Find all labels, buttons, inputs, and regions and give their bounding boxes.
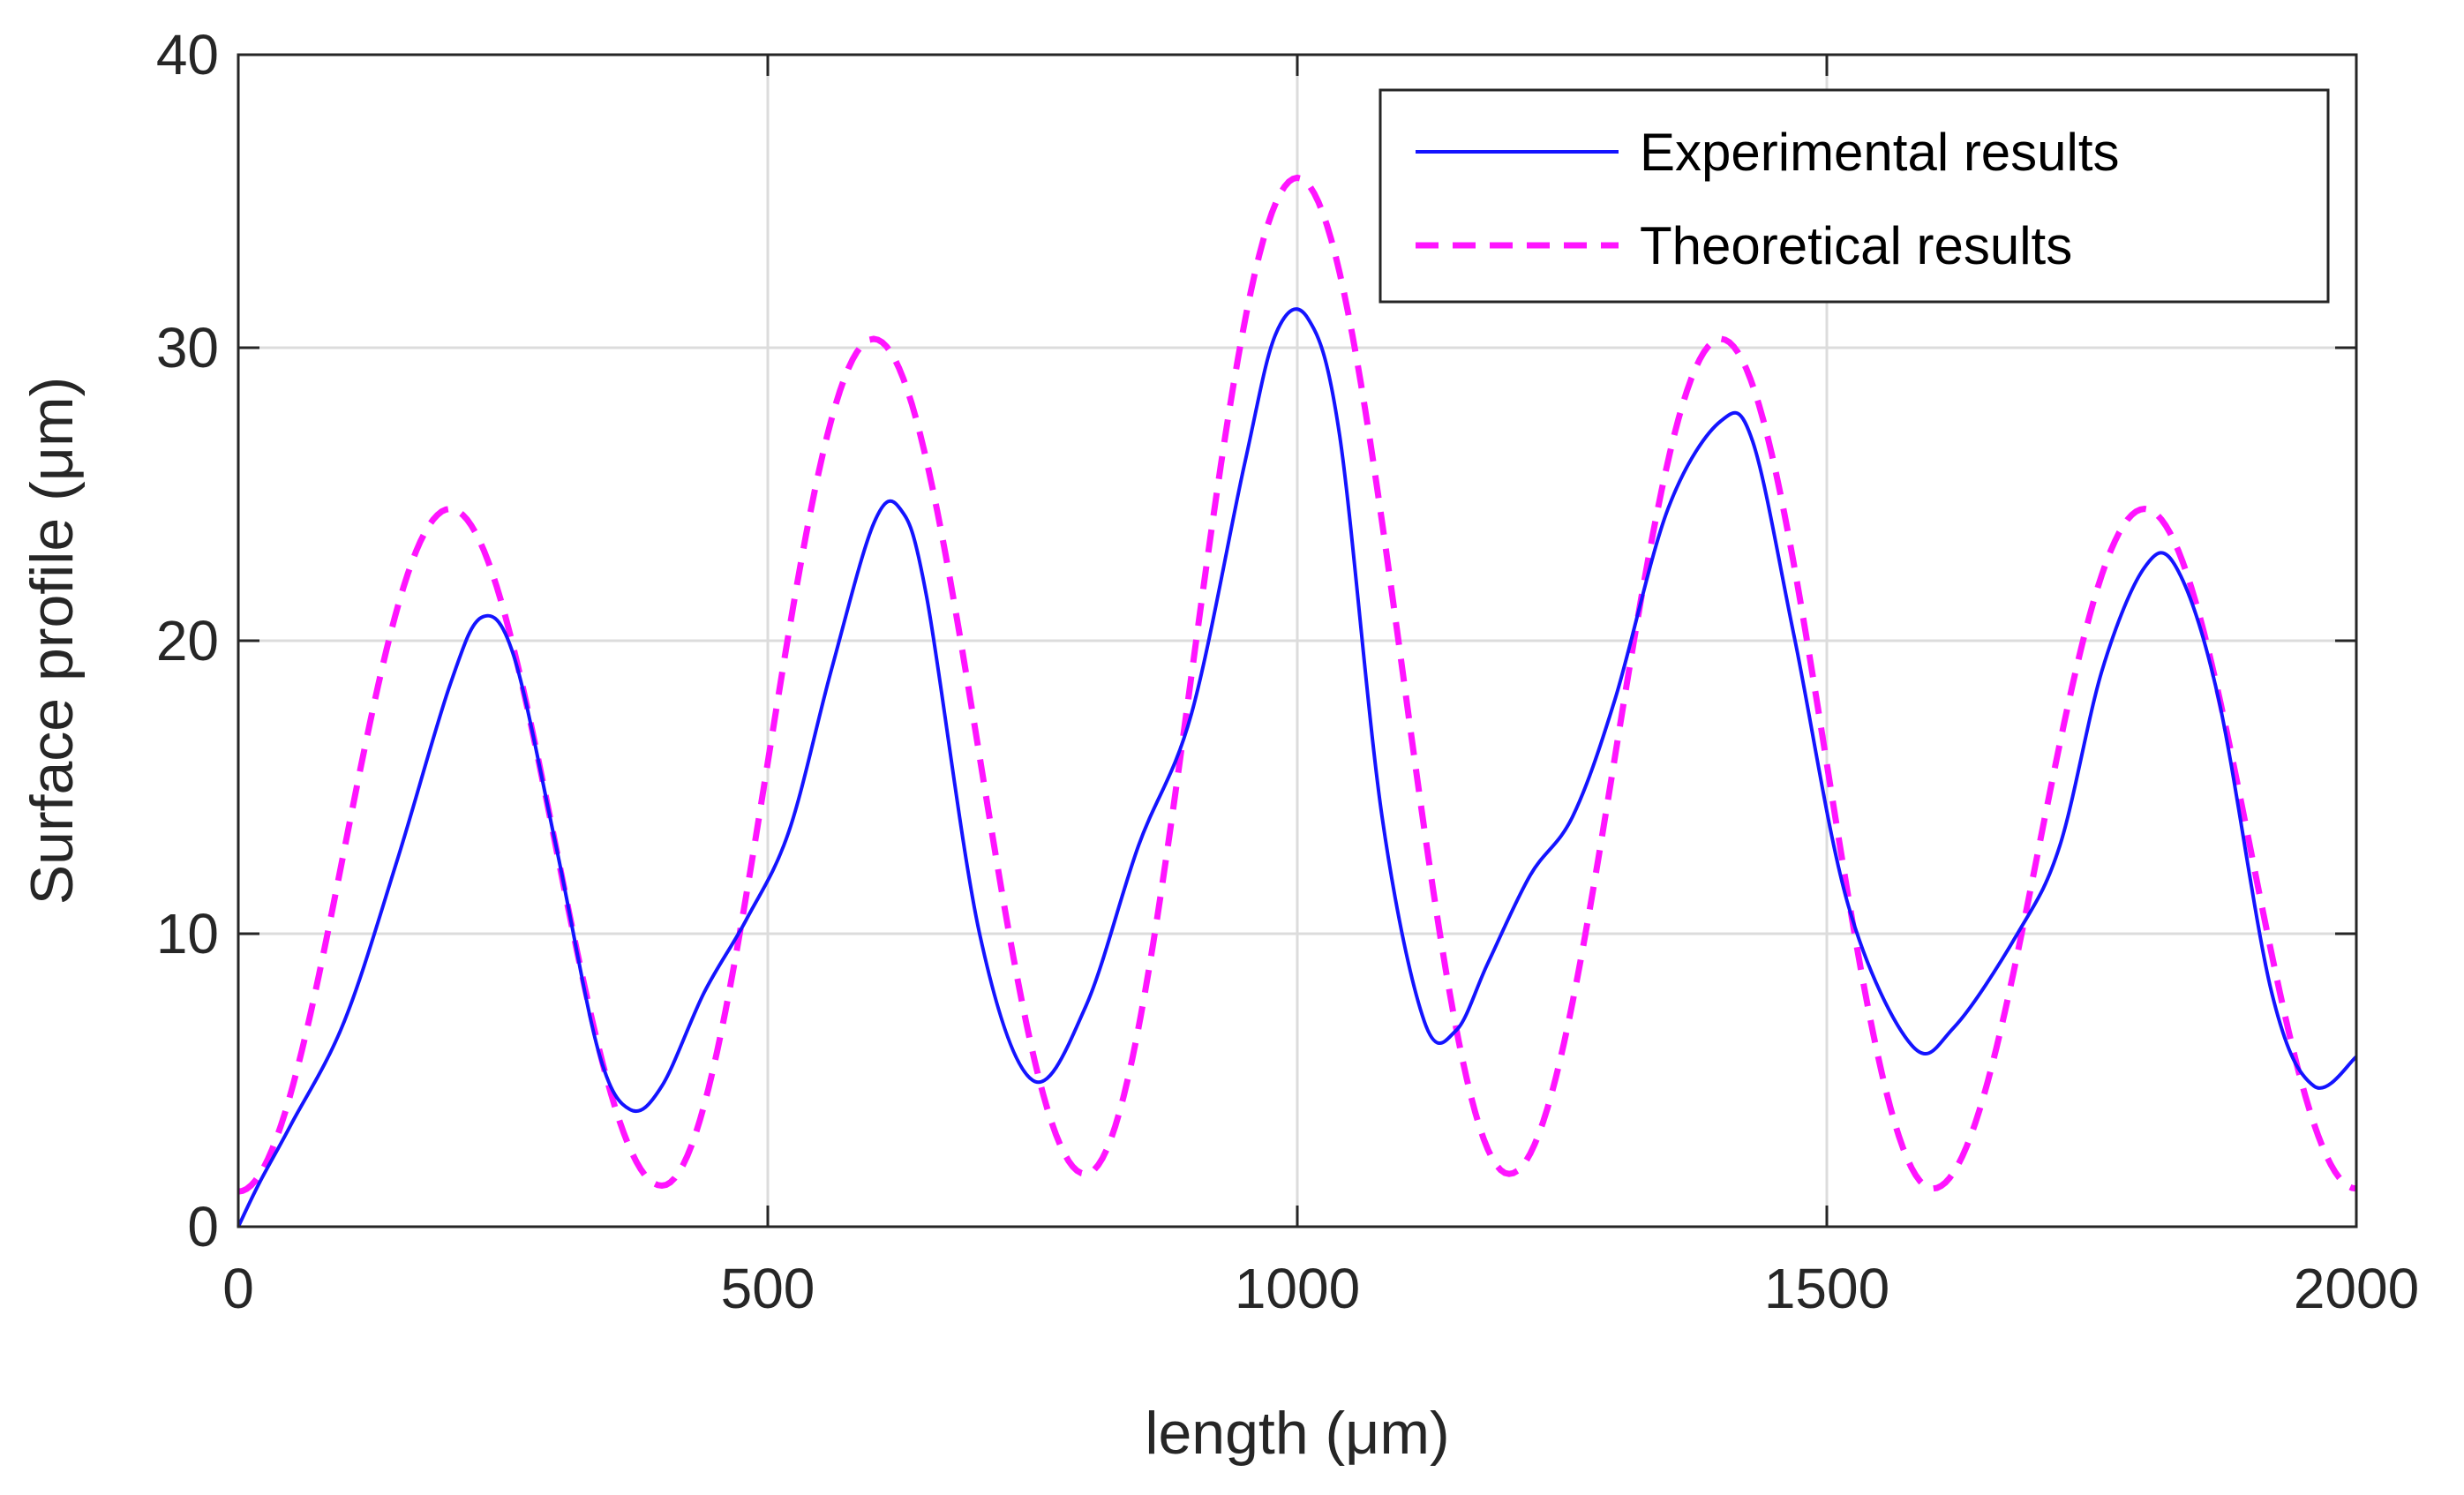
y-axis-label: Surface profile (μm) bbox=[19, 377, 86, 905]
x-tick-label: 500 bbox=[721, 1257, 815, 1320]
y-tick-label: 40 bbox=[156, 23, 219, 86]
x-axis-label: length (μm) bbox=[1145, 1400, 1449, 1467]
y-tick-label: 20 bbox=[156, 609, 219, 672]
y-tick-label: 0 bbox=[187, 1195, 219, 1258]
x-tick-label: 1000 bbox=[1235, 1257, 1360, 1320]
tick-layer: 0 500 1000 1500 2000 0 10 20 30 40 bbox=[156, 23, 2419, 1320]
y-tick-label: 30 bbox=[156, 316, 219, 379]
y-tick-label: 10 bbox=[156, 902, 219, 965]
series-line-experimental bbox=[237, 307, 2358, 1228]
legend-label-experimental: Experimental results bbox=[1640, 123, 2120, 182]
legend-label-theoretical: Theoretical results bbox=[1640, 216, 2072, 275]
series-layer bbox=[237, 174, 2358, 1228]
x-tick-label: 1500 bbox=[1764, 1257, 1889, 1320]
x-tick-label: 0 bbox=[222, 1257, 254, 1320]
x-tick-label: 2000 bbox=[2294, 1257, 2419, 1320]
legend: Experimental results Theoretical results bbox=[1378, 88, 2330, 304]
legend-box bbox=[1378, 88, 2330, 304]
